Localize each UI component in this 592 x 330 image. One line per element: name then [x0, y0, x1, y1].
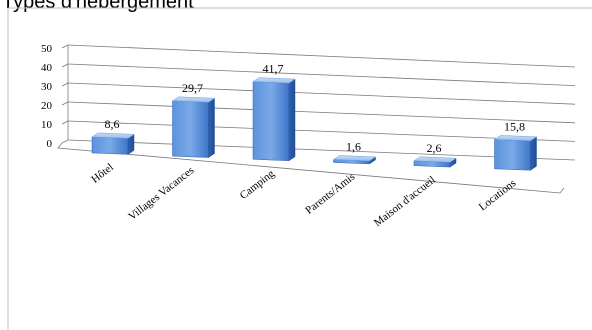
bar-front [253, 82, 289, 161]
bar-side [531, 137, 537, 170]
data-label: 15,8 [504, 119, 525, 133]
y-tick-label: 20 [41, 100, 53, 112]
data-label: 8,6 [105, 117, 120, 131]
y-tick-label: 50 [41, 43, 53, 55]
y-tick-label: 0 [47, 138, 53, 150]
tick-mark [62, 140, 68, 143]
category-label: Hôtel [89, 161, 116, 186]
gridline [68, 83, 575, 104]
bar-front [92, 137, 128, 154]
tick-mark [62, 64, 68, 67]
bar-side [209, 98, 215, 157]
bar-front [173, 101, 209, 158]
data-label: 29,7 [182, 81, 203, 95]
data-label: 41,7 [263, 62, 284, 76]
data-label: 1,6 [346, 139, 361, 153]
data-label: 2,6 [427, 141, 442, 155]
category-label: Parents/Amis [303, 171, 357, 217]
category-label: Locations [477, 177, 519, 213]
gridline [68, 45, 575, 67]
category-label: Maison d'accueil [372, 174, 438, 229]
y-tick-label: 30 [41, 81, 53, 93]
gridline [68, 64, 575, 86]
category-label: Camping [238, 167, 278, 202]
tick-mark [62, 83, 68, 86]
bar-front [495, 139, 531, 170]
gridline [68, 102, 575, 123]
tick-mark [62, 45, 68, 48]
bar-side [289, 79, 295, 161]
y-tick-label: 10 [41, 119, 53, 131]
tick-mark [62, 121, 68, 124]
category-label: Villages Vacances [126, 164, 196, 222]
tick-mark [62, 102, 68, 105]
y-tick-label: 40 [41, 62, 53, 74]
